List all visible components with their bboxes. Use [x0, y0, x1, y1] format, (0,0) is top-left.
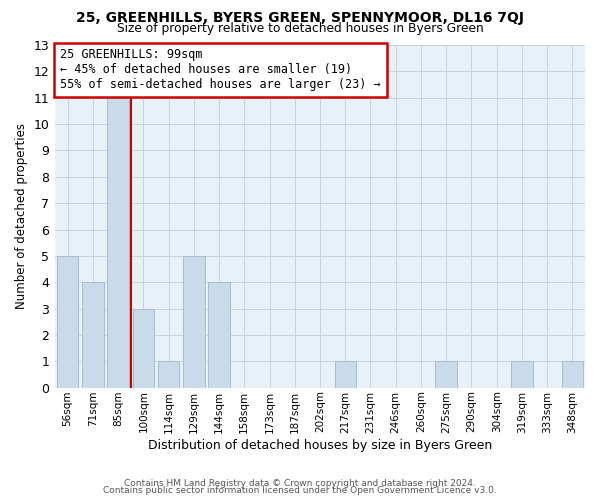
Text: Contains HM Land Registry data © Crown copyright and database right 2024.: Contains HM Land Registry data © Crown c…: [124, 478, 476, 488]
Bar: [208, 282, 230, 388]
Bar: [335, 362, 356, 388]
Bar: [511, 362, 533, 388]
X-axis label: Distribution of detached houses by size in Byers Green: Distribution of detached houses by size …: [148, 440, 492, 452]
Y-axis label: Number of detached properties: Number of detached properties: [15, 124, 28, 310]
Text: Contains public sector information licensed under the Open Government Licence v3: Contains public sector information licen…: [103, 486, 497, 495]
Bar: [436, 362, 457, 388]
Bar: [57, 256, 79, 388]
Bar: [107, 98, 129, 388]
Bar: [133, 308, 154, 388]
Bar: [562, 362, 583, 388]
Bar: [183, 256, 205, 388]
Text: Size of property relative to detached houses in Byers Green: Size of property relative to detached ho…: [116, 22, 484, 35]
Bar: [158, 362, 179, 388]
Text: 25, GREENHILLS, BYERS GREEN, SPENNYMOOR, DL16 7QJ: 25, GREENHILLS, BYERS GREEN, SPENNYMOOR,…: [76, 11, 524, 25]
Bar: [82, 282, 104, 388]
Text: 25 GREENHILLS: 99sqm
← 45% of detached houses are smaller (19)
55% of semi-detac: 25 GREENHILLS: 99sqm ← 45% of detached h…: [60, 48, 381, 92]
